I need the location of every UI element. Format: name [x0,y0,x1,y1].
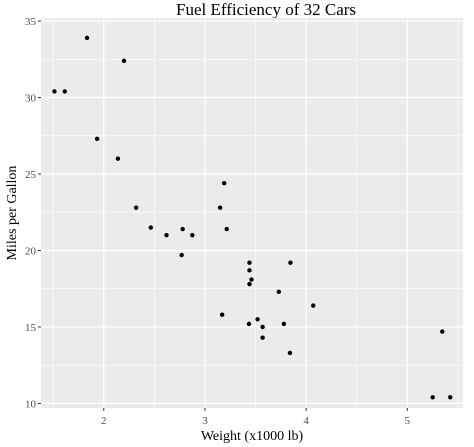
data-point [246,321,252,327]
plot-panel [41,18,463,408]
data-point [255,317,260,322]
data-point [448,395,453,400]
data-point [276,289,282,294]
x-tick-label: 2 [101,415,107,427]
data-point [115,156,121,161]
data-point [217,205,223,210]
chart-title: Fuel Efficiency of 32 Cars [176,0,356,19]
data-point [179,252,184,258]
data-point [281,321,287,327]
x-tick-label: 4 [303,415,309,427]
data-point [247,281,252,287]
data-point [247,268,252,273]
y-tick-label: 15 [25,322,37,334]
data-point [180,226,185,232]
data-point [430,395,435,400]
data-point [190,232,195,238]
x-tick-label: 5 [405,415,411,427]
data-point [219,312,225,317]
y-tick-label: 30 [25,93,37,105]
axis-ticks [38,20,408,411]
data-point [94,136,100,142]
x-axis-title: Weight (x1000 lb) [201,429,304,444]
data-point [260,335,265,340]
data-points [52,35,453,400]
data-point [249,277,254,282]
axis-tick-labels: 2 3 4 5 10 15 20 25 30 35 [25,16,411,427]
y-tick-label: 25 [25,169,37,181]
data-point [247,260,252,265]
data-point [84,35,90,41]
y-tick-label: 20 [25,245,37,257]
data-point [287,350,293,356]
data-point [260,324,265,330]
grid-major [41,18,463,408]
data-point [288,260,293,265]
x-tick-label: 3 [202,415,208,427]
y-tick-label: 35 [25,16,37,28]
data-point [311,303,316,308]
y-axis-title: Miles per Gallon [5,166,20,261]
data-point [62,89,67,94]
data-point [133,205,139,210]
data-point [440,329,445,334]
grid-minor [41,18,463,408]
data-point [221,180,227,186]
data-point [52,89,57,94]
data-point [148,225,154,230]
data-point [164,232,169,238]
data-point [121,58,127,64]
y-tick-label: 10 [25,398,37,410]
data-point [224,226,229,232]
